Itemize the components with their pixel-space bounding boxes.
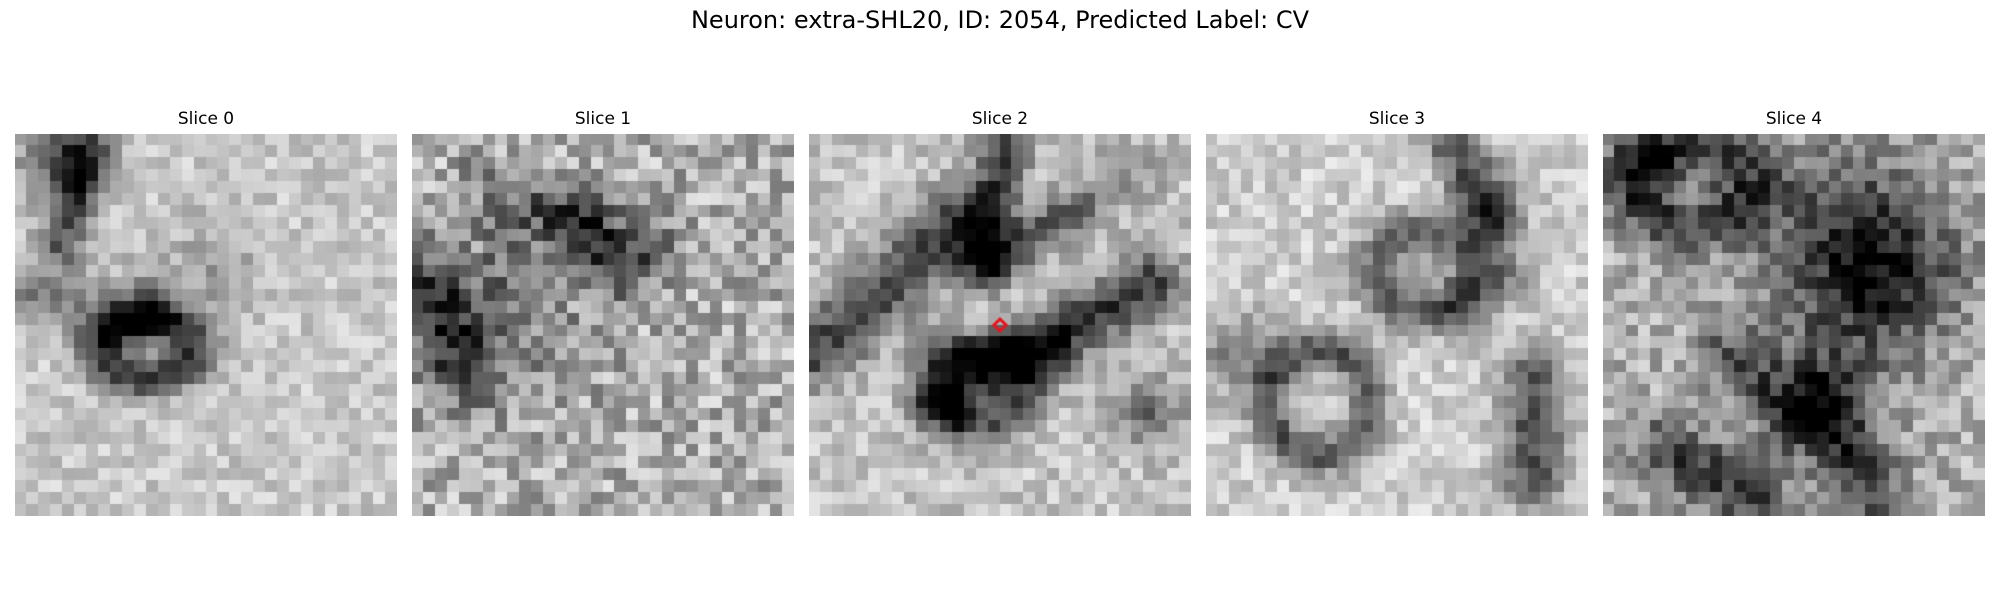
slice-panel-4: Slice 4 [1603,108,1985,516]
slice-image [809,134,1191,516]
slice-title: Slice 4 [1765,109,1823,129]
slice-panel-0: Slice 0 [15,108,397,516]
figure-title: Neuron: extra-SHL20, ID: 2054, Predicted… [690,6,1310,34]
slice-image [15,134,397,516]
slice-panel-1: Slice 1 [412,108,794,516]
slice-title: Slice 0 [177,109,235,129]
slice-panel-3: Slice 3 [1206,108,1588,516]
slice-title: Slice 1 [574,109,632,129]
slice-title: Slice 2 [971,109,1029,129]
slice-image [1603,134,1985,516]
slice-title: Slice 3 [1368,109,1426,129]
slice-image [1206,134,1588,516]
slice-panel-2: Slice 2 [809,108,1191,516]
slice-image [412,134,794,516]
